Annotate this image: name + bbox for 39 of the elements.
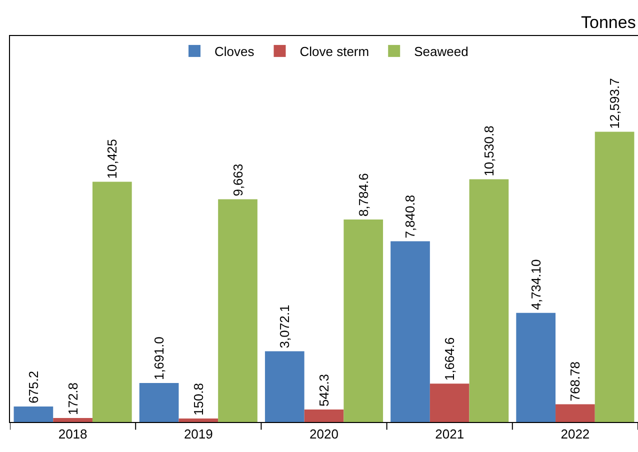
bar <box>469 179 509 422</box>
legend-label: Seaweed <box>414 44 468 60</box>
data-label: 1,664.6 <box>442 337 458 381</box>
data-label: 150.8 <box>190 382 206 416</box>
data-label: 8,784.6 <box>356 173 371 217</box>
data-label: 3,072.1 <box>277 304 292 348</box>
data-label: 172.8 <box>65 382 80 416</box>
bar <box>390 241 430 422</box>
bar <box>178 418 218 422</box>
data-label: 10,530.8 <box>481 126 496 176</box>
data-label: 12,593.7 <box>607 78 622 129</box>
x-tick-label: 2021 <box>435 426 464 442</box>
bar <box>556 404 595 422</box>
bar <box>139 383 179 422</box>
x-tick-label: 2020 <box>310 426 338 442</box>
data-label: 7,840.8 <box>402 194 418 238</box>
bar <box>264 351 304 422</box>
data-label: 10,425 <box>104 138 120 179</box>
data-label: 9,663 <box>230 164 246 196</box>
data-label: 1,691.0 <box>152 336 167 380</box>
data-label: 4,734.10 <box>528 259 544 310</box>
bar <box>304 410 344 422</box>
data-label: 768.78 <box>568 362 583 402</box>
text: Tonnes <box>581 13 636 32</box>
x-tick-label: 2022 <box>560 426 590 442</box>
x-tick-label: 2019 <box>184 426 213 442</box>
bar <box>344 220 384 422</box>
bar <box>53 418 92 422</box>
bar <box>218 199 258 422</box>
bar <box>516 312 556 422</box>
bar <box>430 384 470 422</box>
legend-label: Cloves <box>214 44 255 60</box>
data-label: 542.3 <box>316 374 332 406</box>
legend-label: Clove sterm <box>300 44 370 60</box>
bar <box>92 182 132 422</box>
x-tick-label: 2018 <box>58 426 88 442</box>
data-label: 675.2 <box>26 370 41 404</box>
bar <box>14 406 54 422</box>
bar <box>594 132 634 422</box>
